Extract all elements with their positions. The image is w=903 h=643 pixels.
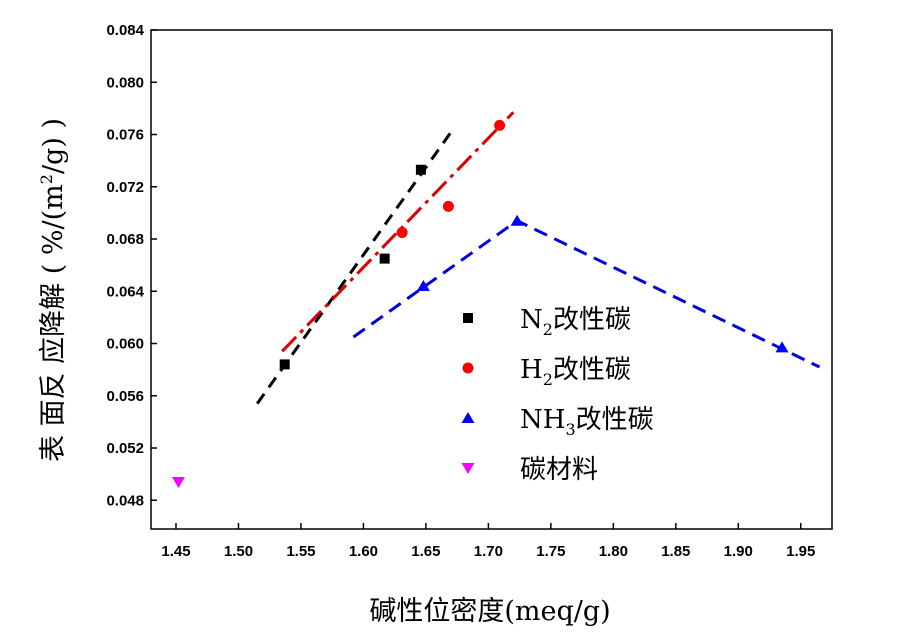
point-s2-0 <box>416 280 430 292</box>
x-tick-label-1: 1.50 <box>224 543 253 560</box>
legend-marker-0 <box>463 313 473 323</box>
point-s1-1 <box>442 200 454 212</box>
point-s1-0 <box>396 226 408 238</box>
x-tick-label-4: 1.65 <box>411 543 440 560</box>
y-tick-label-4: 0.064 <box>106 283 144 300</box>
x-tick-label-0: 1.45 <box>161 543 190 560</box>
fit-line-1 <box>281 111 515 353</box>
x-tick-label-2: 1.55 <box>286 543 315 560</box>
y-tick-label-3: 0.060 <box>106 336 144 353</box>
y-tick-label-0: 0.048 <box>106 492 144 509</box>
legend-label-2: NH3改性碳 <box>520 405 654 439</box>
axis-ticks: 1.45 1.50 1.55 1.60 1.65 1.70 1.75 1.80 1.85 1.90… <box>106 22 815 560</box>
x-tick-label-10: 1.95 <box>786 543 815 560</box>
y-tick-label-1: 0.052 <box>106 440 144 457</box>
point-s2-2 <box>775 341 789 353</box>
legend-label-0: N2改性碳 <box>520 305 631 339</box>
y-tick-label-5: 0.068 <box>106 231 144 248</box>
x-tick-label-7: 1.80 <box>599 543 628 560</box>
data-points <box>171 119 789 488</box>
y-tick-label-8: 0.080 <box>106 74 144 91</box>
point-s2-1 <box>510 214 524 226</box>
x-tick-label-3: 1.60 <box>349 543 378 560</box>
y-axis-title: 表 面反 应降解 ( %/(m2/g) ) <box>37 118 69 462</box>
plot-frame <box>150 29 833 530</box>
y-tick-label-9: 0.084 <box>106 22 144 39</box>
fit-line-2 <box>352 218 821 369</box>
point-s0-2 <box>415 164 426 175</box>
point-s0-0 <box>279 359 290 370</box>
legend-label-3: 碳材料 <box>520 455 598 485</box>
point-s0-1 <box>379 253 390 264</box>
legend-label-1: H2改性碳 <box>520 355 631 389</box>
fit-line-0 <box>255 129 454 405</box>
x-tick-label-6: 1.75 <box>536 543 565 560</box>
legend-marker-1 <box>462 362 474 374</box>
point-s3-0 <box>171 476 185 488</box>
x-tick-label-9: 1.90 <box>724 543 753 560</box>
legend-marker-3 <box>461 463 475 474</box>
legend-marker-2 <box>461 412 475 423</box>
x-tick-label-8: 1.85 <box>661 543 690 560</box>
y-tick-label-2: 0.056 <box>106 388 144 405</box>
point-s1-2 <box>494 119 506 131</box>
y-tick-label-7: 0.076 <box>106 127 144 144</box>
x-axis-title: 碱性位密度(meq/g) <box>369 596 610 627</box>
x-tick-label-5: 1.70 <box>474 543 503 560</box>
y-tick-label-6: 0.072 <box>106 179 144 196</box>
